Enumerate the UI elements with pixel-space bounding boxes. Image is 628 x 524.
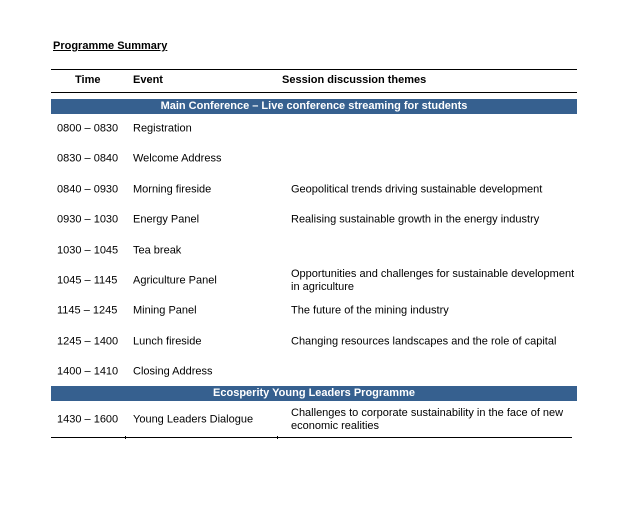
cell-event: Morning fireside [133, 183, 212, 196]
cell-time: 1430 – 1600 [57, 413, 119, 426]
cell-event: Registration [133, 122, 192, 135]
header-rule [51, 92, 577, 93]
header-time: Time [75, 74, 101, 86]
header-themes: Session discussion themes [282, 74, 427, 86]
table-row: 1430 – 1600 Young Leaders Dialogue Challen… [51, 405, 577, 435]
header-event: Event [133, 74, 163, 86]
cell-event: Closing Address [133, 365, 213, 378]
table-row: 0830 – 0840 Welcome Address [51, 144, 577, 174]
cell-theme: Geopolitical trends driving sustainable … [291, 183, 543, 196]
cell-event: Tea break [133, 244, 182, 257]
table-row: 1030 – 1045 Tea break [51, 236, 577, 266]
table-top-rule [51, 69, 577, 70]
column-tick [277, 436, 278, 439]
cell-theme: The future of the mining industry [291, 304, 449, 317]
cell-time: 1030 – 1045 [57, 244, 119, 257]
table-bottom-rule [51, 437, 572, 438]
table-row: 1145 – 1245 Mining Panel The future of the… [51, 296, 577, 326]
table-row: 1045 – 1145 Agriculture Panel Opportunitie… [51, 266, 577, 296]
table-row: 0930 – 1030 Energy Panel Realising sustain… [51, 205, 577, 235]
cell-time: 0840 – 0930 [57, 183, 119, 196]
page-title: Programme Summary [53, 40, 168, 52]
cell-time: 1400 – 1410 [57, 365, 119, 378]
cell-time: 0830 – 0840 [57, 152, 119, 165]
cell-event: Lunch fireside [133, 335, 202, 348]
cell-time: 0930 – 1030 [57, 213, 119, 226]
cell-event: Agriculture Panel [133, 274, 217, 287]
cell-theme: Opportunities and challenges for sustain… [291, 268, 575, 293]
cell-time: 1145 – 1245 [57, 304, 118, 317]
table-row: 1400 – 1410 Closing Address [51, 357, 577, 387]
section-band: Ecosperity Young Leaders Programme [51, 386, 577, 401]
section-band: Main Conference – Live conference stream… [51, 99, 577, 114]
cell-time: 0800 – 0830 [57, 122, 119, 135]
table-row: 1245 – 1400 Lunch fireside Changing resour… [51, 327, 577, 357]
cell-time: 1045 – 1145 [57, 274, 118, 287]
cell-theme: Changing resources landscapes and the ro… [291, 335, 557, 348]
cell-event: Young Leaders Dialogue [133, 413, 254, 426]
cell-theme: Realising sustainable growth in the ener… [291, 213, 540, 226]
table-row: 0800 – 0830 Registration [51, 114, 577, 144]
cell-event: Welcome Address [133, 152, 222, 165]
cell-time: 1245 – 1400 [57, 335, 119, 348]
cell-event: Mining Panel [133, 304, 197, 317]
column-tick [125, 436, 126, 439]
table-row: 0840 – 0930 Morning fireside Geopolitical … [51, 175, 577, 205]
cell-event: Energy Panel [133, 213, 200, 226]
cell-theme: Challenges to corporate sustainability i… [291, 407, 564, 432]
